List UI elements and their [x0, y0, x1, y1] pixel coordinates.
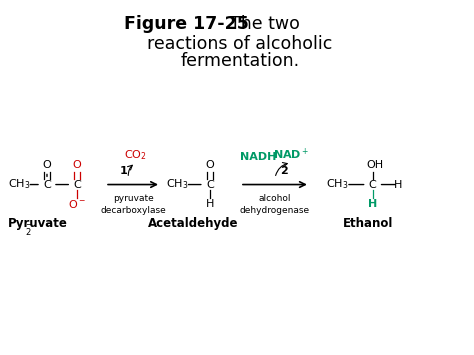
Text: 2: 2 [280, 166, 288, 176]
Text: pyruvate
decarboxylase: pyruvate decarboxylase [100, 195, 166, 214]
Text: NAD$^+$: NAD$^+$ [273, 146, 310, 162]
Text: CH$_3$: CH$_3$ [166, 178, 189, 191]
Text: CH$_3$: CH$_3$ [8, 178, 30, 191]
Text: C: C [43, 180, 51, 190]
Text: fermentation.: fermentation. [181, 53, 300, 70]
Text: alcohol
dehydrogenase: alcohol dehydrogenase [240, 195, 310, 214]
Text: Figure 17-25: Figure 17-25 [124, 16, 249, 33]
Text: O: O [43, 160, 51, 170]
Text: O$^-$: O$^-$ [68, 198, 86, 210]
Text: NADH: NADH [240, 152, 277, 162]
Text: C: C [73, 180, 81, 190]
Text: C: C [369, 180, 376, 190]
Text: H: H [394, 180, 402, 190]
Text: CH$_3$: CH$_3$ [327, 178, 349, 191]
Text: reactions of alcoholic: reactions of alcoholic [147, 35, 333, 53]
Text: 1: 1 [120, 166, 128, 176]
Text: O: O [73, 160, 82, 170]
Text: 2: 2 [26, 228, 31, 236]
Text: H: H [368, 199, 377, 209]
Text: CO$_2$: CO$_2$ [124, 148, 147, 162]
Text: H: H [206, 199, 214, 209]
Text: OH: OH [366, 160, 383, 170]
Text: O: O [205, 160, 214, 170]
Text: C: C [206, 180, 214, 190]
Text: Acetaldehyde: Acetaldehyde [148, 217, 239, 230]
Text: Pyruvate: Pyruvate [8, 217, 68, 230]
Text: The two: The two [219, 16, 300, 33]
Text: Ethanol: Ethanol [343, 217, 393, 230]
Text: −: − [25, 220, 32, 230]
